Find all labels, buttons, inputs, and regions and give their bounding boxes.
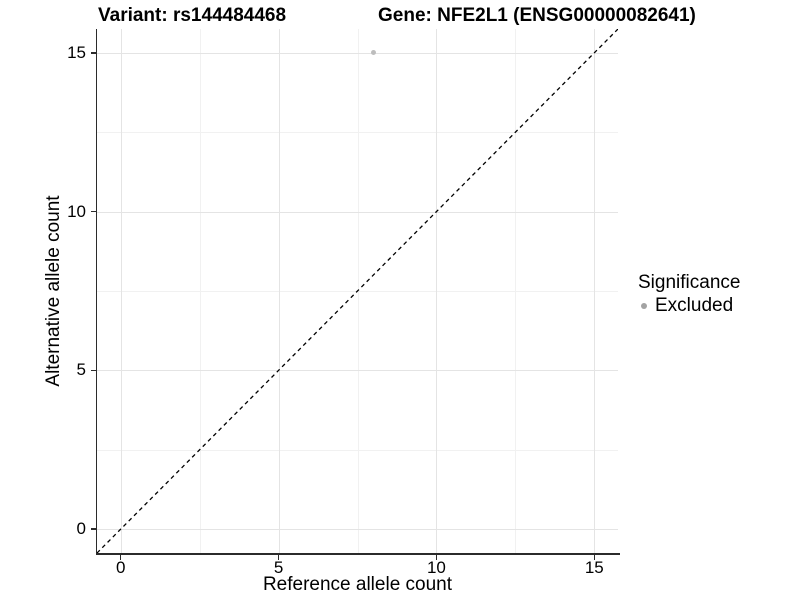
y-axis-line [95, 29, 97, 555]
x-gridline-major [278, 29, 280, 553]
x-gridline-major [436, 29, 438, 553]
legend: Significance Excluded [636, 272, 740, 317]
x-tick-label: 0 [115, 558, 126, 577]
y-gridline-minor [97, 132, 618, 134]
x-tick-mark [435, 554, 438, 560]
plot-panel [97, 29, 618, 553]
y-tick-label: 0 [76, 519, 86, 539]
x-axis-line [95, 553, 620, 555]
y-tick-label: 10 [67, 201, 86, 221]
x-gridline-major [594, 29, 596, 553]
y-tick-label: 5 [76, 360, 86, 380]
y-gridline-major [97, 52, 618, 54]
y-gridline-major [97, 211, 618, 213]
x-tick-label: 10 [426, 558, 446, 577]
legend-item-excluded: Excluded [636, 295, 740, 317]
y-tick-mark [90, 369, 96, 372]
y-gridline-minor [97, 449, 618, 451]
y-tick-mark [90, 52, 96, 54]
x-tick-mark [277, 554, 280, 560]
y-gridline-major [97, 529, 618, 531]
x-tick-mark [119, 554, 122, 560]
x-tick-mark [593, 554, 596, 560]
x-tick-label: 15 [584, 558, 604, 577]
x-tick-label: 5 [273, 558, 284, 577]
y-gridline-major [97, 370, 618, 372]
y-tick-mark [90, 528, 96, 530]
y-axis-title: Alternative allele count [43, 195, 64, 387]
plot-title-variant: Variant: rs144484468 [98, 5, 287, 26]
y-tick-label: 15 [67, 42, 86, 62]
x-axis-title: Reference allele count [262, 574, 453, 595]
legend-item-label: Excluded [655, 295, 734, 316]
plot-title-gene: Gene: NFE2L1 (ENSG00000082641) [378, 5, 696, 26]
data-point [370, 50, 376, 56]
legend-title: Significance [638, 272, 741, 293]
identity-reference-line [97, 29, 618, 553]
legend-key-dot-icon [641, 303, 647, 309]
y-tick-mark [90, 210, 96, 213]
x-gridline-major [120, 29, 122, 553]
